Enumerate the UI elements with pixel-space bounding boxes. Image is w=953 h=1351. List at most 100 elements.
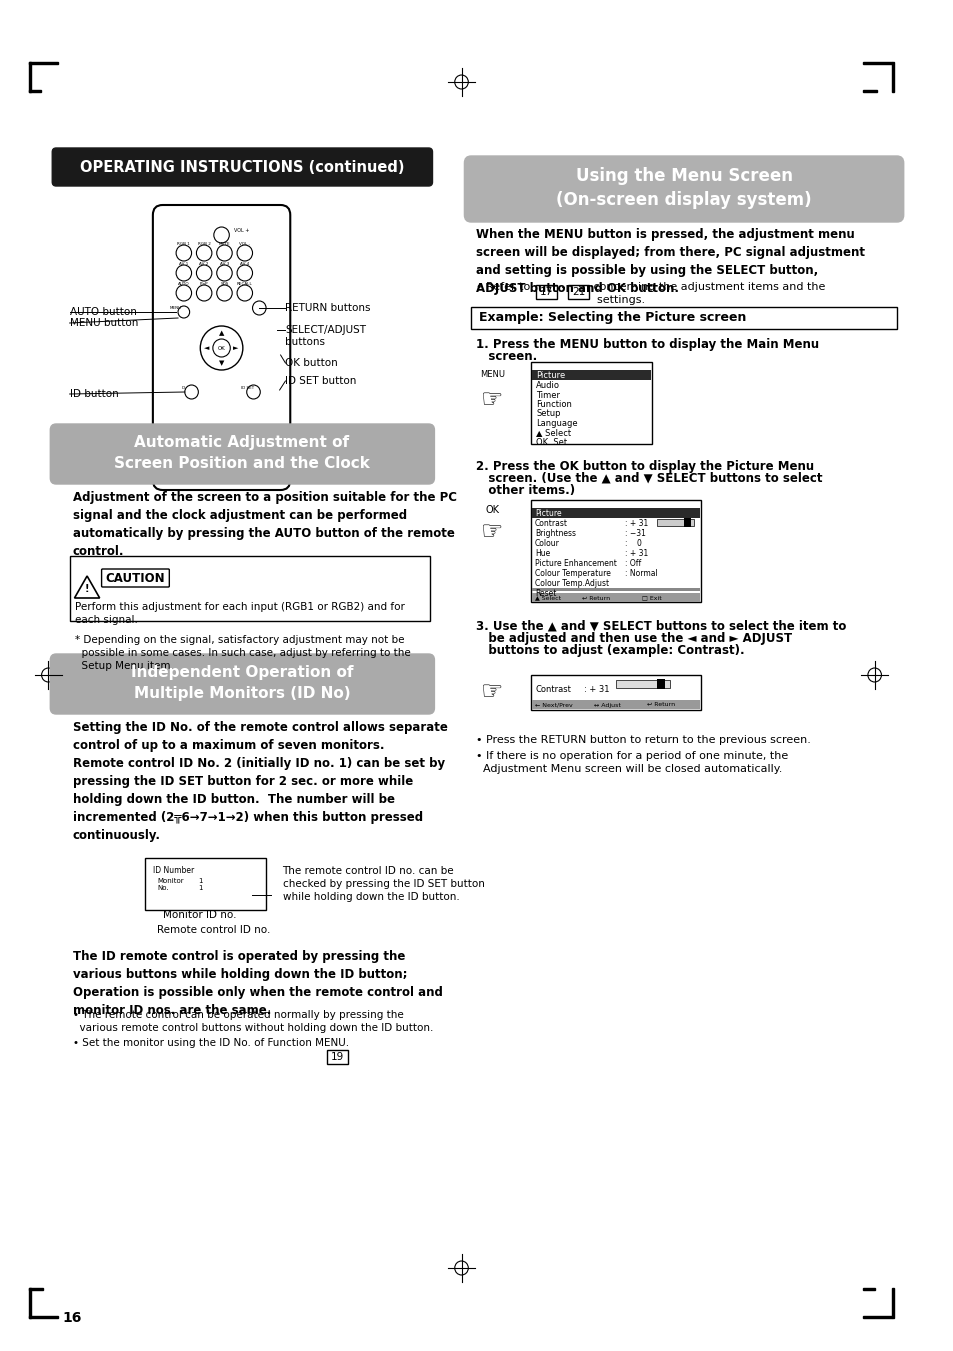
- Text: OK: OK: [485, 505, 499, 515]
- Bar: [862, 62, 891, 63]
- Text: Setup: Setup: [536, 409, 560, 419]
- Bar: [532, 508, 699, 517]
- Text: Independent Operation of
Multiple Monitors (ID No): Independent Operation of Multiple Monito…: [131, 665, 353, 701]
- Bar: [29, 1288, 43, 1290]
- Text: Adjustment of the screen to a position suitable for the PC
signal and the clock : Adjustment of the screen to a position s…: [72, 490, 456, 558]
- Text: MUTE: MUTE: [218, 242, 230, 246]
- Bar: [29, 1316, 58, 1319]
- Text: ID SET: ID SET: [241, 386, 254, 390]
- Bar: [532, 593, 699, 603]
- Text: AUTO button: AUTO button: [70, 307, 136, 317]
- Text: Monitor
No.: Monitor No.: [157, 878, 184, 892]
- Text: ID button: ID button: [70, 389, 118, 399]
- Text: ↔ Adjust: ↔ Adjust: [594, 703, 620, 708]
- Bar: [327, 1050, 348, 1065]
- Text: Contrast: Contrast: [535, 685, 570, 693]
- Text: ↩ Return: ↩ Return: [647, 703, 675, 708]
- Text: Contrast: Contrast: [535, 520, 567, 528]
- Text: OPERATING INSTRUCTIONS (continued): OPERATING INSTRUCTIONS (continued): [79, 159, 404, 174]
- Text: • Press the RETURN button to return to the previous screen.: • Press the RETURN button to return to t…: [476, 735, 810, 744]
- Text: concerning the adjustment items and the
  settings.: concerning the adjustment items and the …: [590, 282, 824, 305]
- Bar: [29, 62, 30, 92]
- Text: be adjusted and then use the ◄ and ► ADJUST: be adjusted and then use the ◄ and ► ADJ…: [476, 632, 791, 644]
- Text: RGB 2: RGB 2: [197, 242, 211, 246]
- Text: The ID remote control is operated by pressing the
various buttons while holding : The ID remote control is operated by pre…: [72, 950, 442, 1017]
- Text: ID: ID: [181, 386, 186, 390]
- Text: : −31: : −31: [624, 530, 645, 539]
- Text: Automatic Adjustment of
Screen Position and the Clock: Automatic Adjustment of Screen Position …: [113, 435, 370, 471]
- Bar: [891, 1288, 893, 1319]
- Text: PinP: PinP: [199, 282, 209, 286]
- Text: AUTO: AUTO: [178, 282, 190, 286]
- Text: ◄: ◄: [204, 345, 210, 351]
- Text: 16: 16: [63, 1310, 82, 1325]
- Text: screen. (Use the ▲ and ▼ SELECT buttons to select: screen. (Use the ▲ and ▼ SELECT buttons …: [476, 471, 821, 485]
- Bar: [862, 1288, 874, 1290]
- Text: : Normal: : Normal: [624, 570, 658, 578]
- Text: Language: Language: [536, 419, 578, 428]
- Text: : + 31: : + 31: [624, 550, 648, 558]
- Text: ►: ►: [233, 345, 238, 351]
- Bar: [616, 680, 669, 688]
- Text: : + 31: : + 31: [584, 685, 609, 693]
- Text: Colour: Colour: [535, 539, 559, 549]
- Bar: [29, 91, 41, 92]
- Text: buttons to adjust (example: Contrast).: buttons to adjust (example: Contrast).: [476, 644, 744, 657]
- Text: AV 3: AV 3: [219, 262, 229, 266]
- Text: ID Number: ID Number: [152, 866, 193, 875]
- Text: OK: OK: [217, 346, 225, 350]
- Text: Picture Enhancement: Picture Enhancement: [535, 559, 617, 569]
- Text: !: !: [85, 584, 90, 594]
- Bar: [657, 519, 693, 526]
- Text: buttons: buttons: [285, 336, 325, 347]
- Text: Hue: Hue: [535, 550, 550, 558]
- Bar: [532, 588, 699, 590]
- Text: ▼: ▼: [218, 359, 224, 366]
- Text: MENU: MENU: [170, 305, 182, 309]
- Text: CAUTION: CAUTION: [106, 571, 165, 585]
- Text: : + 31: : + 31: [624, 520, 648, 528]
- Bar: [471, 307, 896, 330]
- Bar: [70, 557, 429, 621]
- Text: ← Next/Prev: ← Next/Prev: [535, 703, 572, 708]
- Bar: [532, 370, 651, 380]
- Text: Remote control ID no.: Remote control ID no.: [156, 925, 270, 935]
- Text: Timer: Timer: [536, 390, 559, 400]
- Text: Colour Temperature: Colour Temperature: [535, 570, 610, 578]
- Text: OK  Set: OK Set: [536, 438, 566, 447]
- Bar: [683, 517, 690, 527]
- Text: • Refer to: • Refer to: [476, 282, 530, 292]
- Text: ☞: ☞: [481, 388, 503, 412]
- Text: MENU button: MENU button: [70, 317, 138, 328]
- Text: 3. Use the ▲ and ▼ SELECT buttons to select the item to: 3. Use the ▲ and ▼ SELECT buttons to sel…: [476, 620, 845, 634]
- Text: SDS: SDS: [220, 282, 229, 286]
- Text: 21: 21: [572, 286, 584, 297]
- Text: 1. Press the MENU button to display the Main Menu: 1. Press the MENU button to display the …: [476, 338, 819, 351]
- Text: screen.: screen.: [476, 350, 537, 363]
- Text: * Depending on the signal, satisfactory adjustment may not be
  possible in some: * Depending on the signal, satisfactory …: [75, 635, 411, 671]
- Text: Example: Selecting the Picture screen: Example: Selecting the Picture screen: [478, 312, 745, 324]
- Bar: [862, 1316, 891, 1319]
- Bar: [891, 62, 893, 92]
- Text: ▲ Select: ▲ Select: [535, 596, 560, 600]
- Text: VOL -: VOL -: [239, 242, 250, 246]
- Text: RETURN buttons: RETURN buttons: [285, 303, 371, 313]
- Text: : Off: : Off: [624, 559, 640, 569]
- Text: ☞: ☞: [481, 680, 503, 704]
- Text: RECALL: RECALL: [236, 282, 253, 286]
- Text: VOL +: VOL +: [233, 228, 250, 234]
- Text: When the MENU button is pressed, the adjustment menu
screen will be displayed; f: When the MENU button is pressed, the adj…: [476, 228, 864, 295]
- FancyBboxPatch shape: [51, 424, 434, 484]
- Bar: [536, 285, 557, 299]
- Bar: [145, 858, 266, 911]
- Text: ▲: ▲: [218, 330, 224, 336]
- Text: Using the Menu Screen
(On-screen display system): Using the Menu Screen (On-screen display…: [556, 168, 811, 209]
- FancyBboxPatch shape: [464, 155, 902, 222]
- FancyBboxPatch shape: [152, 205, 290, 490]
- FancyBboxPatch shape: [101, 569, 169, 586]
- Text: other items.): other items.): [476, 484, 575, 497]
- Text: Brightness: Brightness: [535, 530, 576, 539]
- Text: Function: Function: [536, 400, 571, 409]
- Text: ☞: ☞: [481, 520, 503, 544]
- Text: ▲ Select: ▲ Select: [536, 428, 571, 438]
